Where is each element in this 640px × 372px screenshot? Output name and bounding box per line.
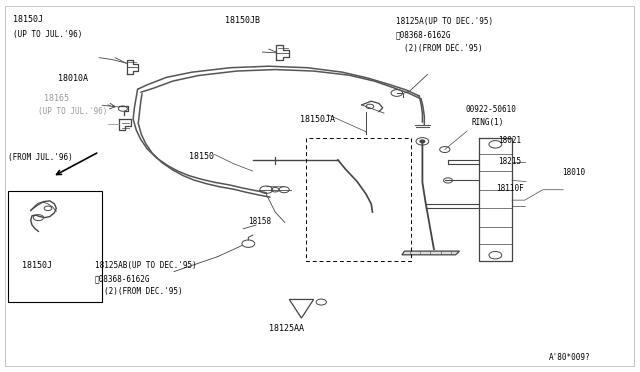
Text: A'80*009?: A'80*009?	[549, 353, 591, 362]
Text: (FROM JUL.'96): (FROM JUL.'96)	[8, 153, 72, 162]
Text: 18010: 18010	[562, 168, 585, 177]
Text: 18150JB: 18150JB	[225, 16, 260, 25]
Text: 18021: 18021	[498, 136, 521, 145]
Bar	[8, 191, 102, 302]
Text: RING(1): RING(1)	[471, 118, 504, 127]
Text: (UP TO JUL.'96): (UP TO JUL.'96)	[13, 30, 82, 39]
Text: (2)(FROM DEC.'95): (2)(FROM DEC.'95)	[404, 44, 483, 53]
Text: 18215: 18215	[498, 157, 521, 166]
Text: 00922-50610: 00922-50610	[466, 105, 516, 114]
Text: 18125AA: 18125AA	[269, 324, 304, 333]
Text: 18110F: 18110F	[496, 184, 524, 193]
Circle shape	[420, 140, 425, 143]
Text: (UP TO JUL.'96): (UP TO JUL.'96)	[38, 107, 108, 116]
Text: 18150J: 18150J	[13, 15, 43, 24]
Text: (2)(FROM DEC.'95): (2)(FROM DEC.'95)	[104, 287, 183, 296]
Text: Ⓜ08368-6162G: Ⓜ08368-6162G	[396, 31, 451, 39]
Text: 18150: 18150	[189, 152, 214, 161]
Text: 18165: 18165	[44, 94, 68, 103]
Text: Ⓜ08368-6162G: Ⓜ08368-6162G	[95, 275, 150, 283]
Text: 18158: 18158	[248, 217, 271, 225]
Text: 18150JA: 18150JA	[300, 115, 335, 124]
Polygon shape	[402, 251, 460, 255]
Text: 18125AB(UP TO DEC.'95): 18125AB(UP TO DEC.'95)	[95, 261, 196, 270]
Text: 18125A(UP TO DEC.'95): 18125A(UP TO DEC.'95)	[396, 17, 493, 26]
Text: 18150J: 18150J	[22, 261, 52, 270]
Text: 18010A: 18010A	[58, 74, 88, 83]
